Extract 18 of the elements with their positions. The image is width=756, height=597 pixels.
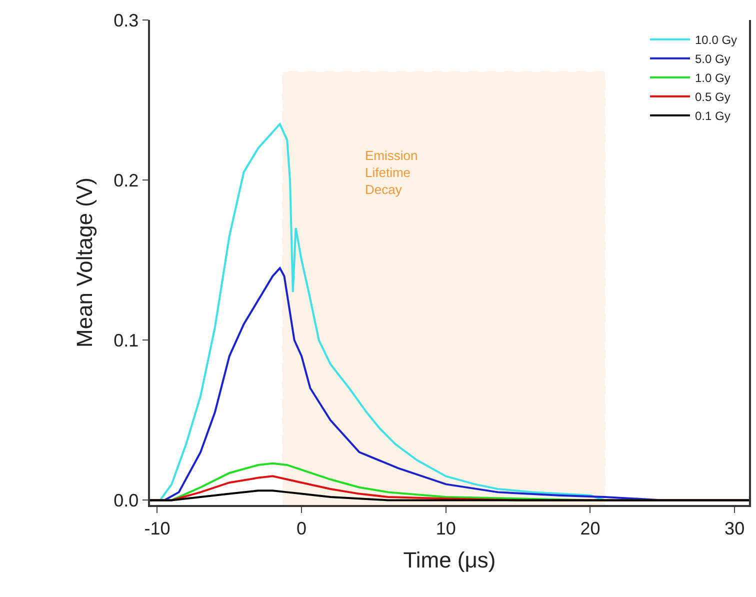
band-label: Emission Lifetime Decay <box>365 148 418 197</box>
legend-label: 0.5 Gy <box>695 90 730 104</box>
x-tick-label: 30 <box>724 518 745 538</box>
x-tick-label: 20 <box>580 518 600 538</box>
legend-label: 5.0 Gy <box>695 52 730 66</box>
y-tick-label: 0.0 <box>114 490 139 510</box>
x-axis-title: Time (μs) <box>403 548 496 573</box>
x-tick-label: 0 <box>296 518 307 538</box>
y-tick-label: 0.3 <box>114 10 139 30</box>
y-axis-title: Mean Voltage (V) <box>72 178 97 348</box>
legend-label: 10.0 Gy <box>695 33 738 48</box>
y-tick-label: 0.1 <box>114 330 139 350</box>
legend-label: 0.1 Gy <box>695 109 730 124</box>
legend-label: 1.0 Gy <box>695 71 730 86</box>
line-series <box>150 490 749 502</box>
x-tick-label: 10 <box>436 518 456 538</box>
x-tick-label: -10 <box>144 518 170 538</box>
y-tick-label: 0.2 <box>114 170 139 190</box>
